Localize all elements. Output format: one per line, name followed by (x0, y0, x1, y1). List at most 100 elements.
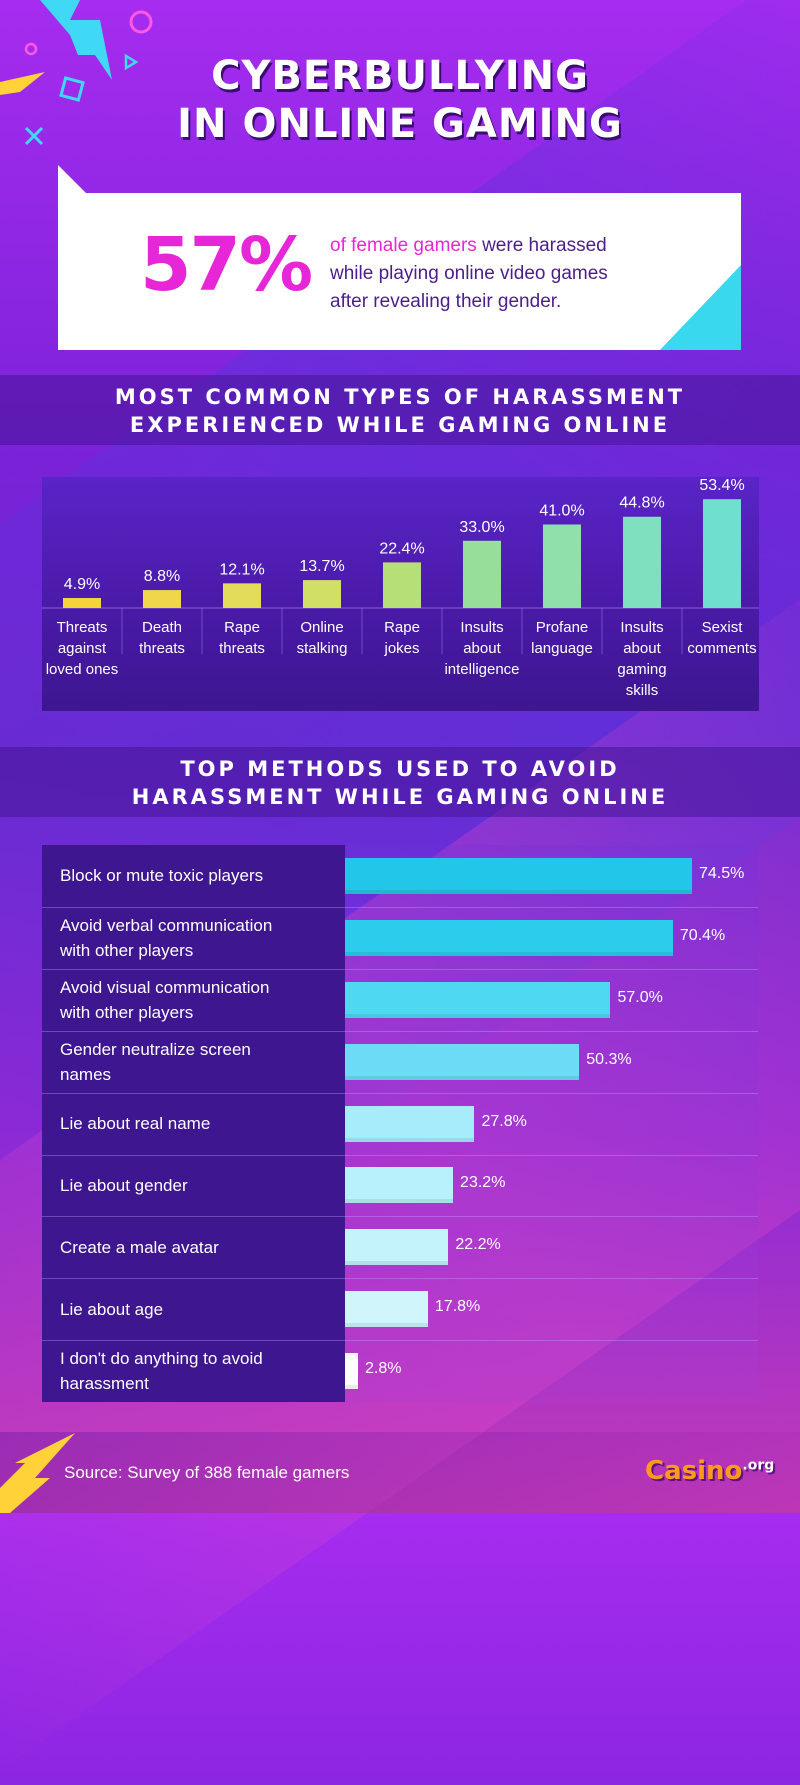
category-label-2: Rape (224, 619, 260, 636)
method-label-line: Avoid visual communication (60, 977, 270, 997)
footer-band (0, 1432, 800, 1513)
method-bar-2 (345, 981, 611, 1018)
harassment-types-chart: 4.9% Threats against loved ones 8.8% Death thr… (42, 477, 759, 711)
category-label-8: Sexist (702, 619, 744, 636)
category-label-5: about (463, 640, 501, 657)
cross-icon (24, 126, 44, 146)
row-divider (42, 1278, 758, 1280)
category-label-0: against (58, 640, 107, 657)
method-label-8: I don't do anything to avoid harassment (60, 1346, 330, 1396)
source-note: Source: Survey of 388 female gamers (64, 1463, 350, 1482)
method-label-line: harassment (60, 1374, 149, 1394)
method-label-line: Gender neutralize screen (60, 1039, 251, 1059)
category-label-4: Rape (384, 619, 420, 636)
method-label-line: Avoid verbal communication (60, 915, 273, 935)
logo-main: Casino (645, 1456, 743, 1486)
method-value-6: 22.2% (455, 1236, 501, 1254)
data-label-3: 13.7% (299, 558, 344, 575)
method-value-1: 70.4% (679, 926, 726, 944)
method-label-line: Block or mute toxic players (60, 866, 264, 886)
method-label-line: Lie about gender (60, 1175, 188, 1195)
section-title-line: TOP METHODS USED TO AVOID (180, 757, 620, 781)
row-divider (42, 1340, 758, 1342)
method-label-3: Gender neutralize screen names (60, 1037, 330, 1087)
hero-stat: 57% (140, 222, 313, 308)
method-bar-7 (345, 1291, 428, 1328)
data-label-7: 44.8% (619, 495, 664, 512)
section-title-avoidance-methods: TOP METHODS USED TO AVOID HARASSMENT WHI… (0, 755, 800, 811)
method-label-line: Lie about age (60, 1299, 164, 1319)
method-label-line: with other players (60, 1002, 194, 1022)
method-bar-0 (345, 857, 692, 894)
bar-1 (143, 590, 181, 608)
category-label-7: about (623, 640, 661, 657)
title-line-2: IN ONLINE GAMING (177, 101, 623, 147)
lightning-icon (40, 0, 112, 80)
category-label-0: loved ones (46, 661, 119, 678)
method-value-4: 27.8% (481, 1112, 527, 1130)
section-title-line: EXPERIENCED WHILE GAMING ONLINE (129, 413, 671, 437)
method-bar-1 (345, 919, 673, 956)
row-divider (42, 1030, 758, 1032)
category-label-5: intelligence (444, 661, 519, 678)
title-line-1: CYBERBULLYING (211, 53, 589, 99)
casino-org-logo[interactable]: Casino.org (645, 1456, 774, 1486)
method-label-1: Avoid verbal communication with other pla… (60, 913, 330, 963)
section-header-band (0, 375, 800, 445)
bar-0 (63, 598, 101, 608)
category-label-2: threats (219, 640, 265, 657)
category-label-3: Online (300, 619, 343, 636)
row-divider (42, 968, 758, 970)
data-label-0: 4.9% (64, 576, 100, 593)
section-title-harassment-types: MOST COMMON TYPES OF HARASSMENT EXPERIEN… (0, 383, 800, 439)
decorative-shapes-icon (0, 0, 153, 146)
method-value-8: 2.8% (365, 1360, 402, 1378)
hero-line-2: while playing online video games (330, 263, 608, 284)
category-label-6: language (531, 640, 593, 657)
category-label-6: Profane (536, 619, 589, 636)
method-label-0: Block or mute toxic players (60, 863, 330, 888)
method-label-line: names (60, 1064, 112, 1084)
triangle-icon (124, 53, 139, 71)
hero-line-3: after revealing their gender. (330, 291, 562, 312)
bar-5 (463, 540, 501, 608)
data-label-2: 12.1% (219, 561, 264, 578)
bar-3 (303, 580, 341, 608)
category-label-4: jokes (383, 640, 419, 657)
method-bar-8 (345, 1353, 359, 1390)
category-label-8: comments (687, 640, 756, 657)
lightning-icon (0, 1433, 75, 1513)
category-label-3: stalking (297, 640, 348, 657)
method-label-line: Create a male avatar (60, 1237, 219, 1257)
logo-suffix: .org (742, 1457, 775, 1474)
bar-4 (383, 562, 421, 608)
avoidance-methods-label-column (42, 845, 345, 1402)
section-header-band (0, 747, 800, 817)
row-divider (42, 1154, 758, 1156)
method-label-4: Lie about real name (60, 1111, 330, 1136)
method-value-3: 50.3% (586, 1050, 632, 1068)
hero-card-corner (660, 265, 741, 350)
method-label-line: with other players (60, 940, 194, 960)
category-label-1: threats (139, 640, 185, 657)
method-label-line: Lie about real name (60, 1114, 211, 1134)
lightning-icon (0, 72, 45, 95)
bar-8 (703, 499, 741, 608)
hero-highlight: of female gamers (330, 235, 477, 256)
method-label-7: Lie about age (60, 1297, 330, 1322)
square-icon (59, 76, 85, 102)
circle-icon (24, 42, 38, 56)
row-divider (42, 1216, 758, 1218)
hero-card-notch (58, 165, 86, 193)
row-divider (42, 906, 758, 908)
hero-line-1-rest: were harassed (476, 235, 607, 256)
bar-6 (543, 524, 581, 608)
data-label-1: 8.8% (144, 568, 180, 585)
category-label-7: skills (626, 682, 659, 699)
method-bar-4 (345, 1105, 475, 1142)
data-label-5: 33.0% (459, 519, 504, 536)
circle-icon (129, 10, 153, 34)
harassment-types-svg: 4.9% Threats against loved ones 8.8% Death thr… (42, 477, 759, 699)
method-bar-5 (345, 1167, 454, 1204)
category-label-5: Insults (460, 619, 503, 636)
